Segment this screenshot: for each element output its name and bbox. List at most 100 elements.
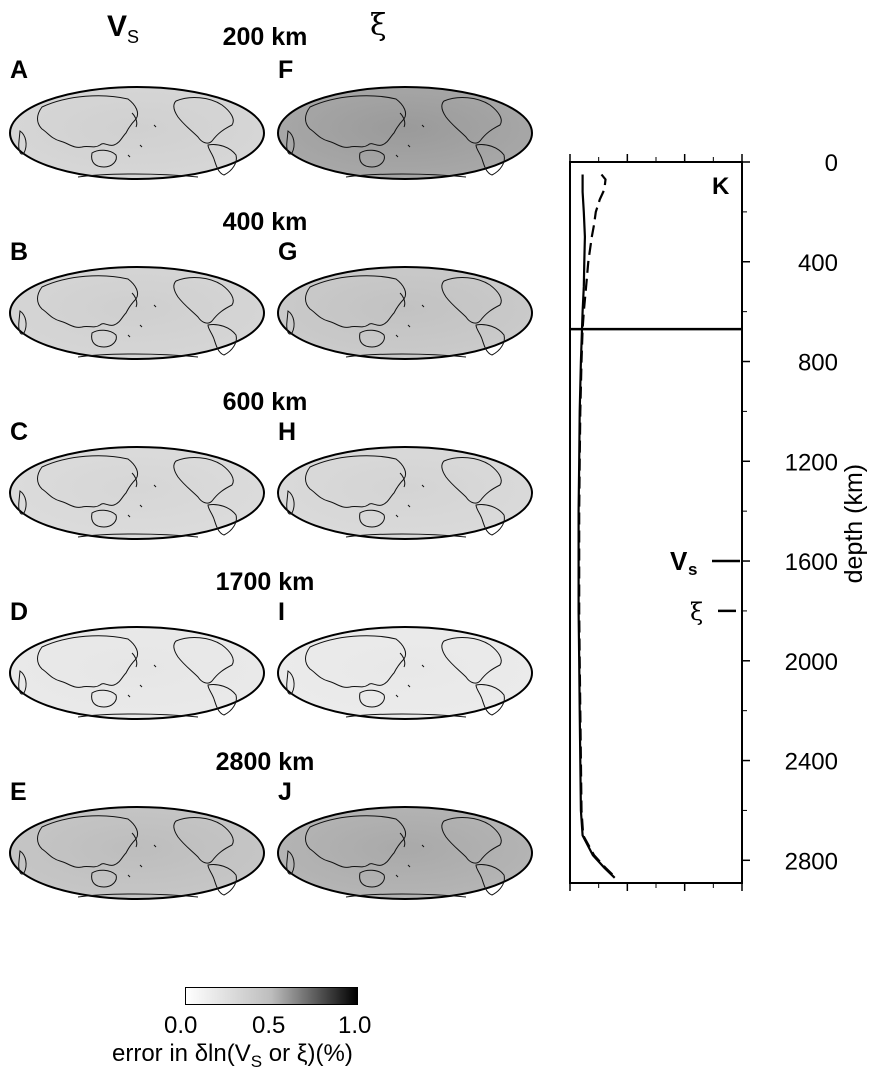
coastline-8 bbox=[395, 694, 399, 698]
coastline-3 bbox=[441, 277, 502, 324]
coastline-8 bbox=[395, 154, 399, 158]
y-tick-label-1600: 1600 bbox=[785, 549, 838, 576]
coastline-6 bbox=[131, 292, 138, 308]
coastline-1 bbox=[18, 490, 27, 515]
globe-outline bbox=[9, 446, 265, 540]
coastline-9 bbox=[153, 124, 157, 128]
coastline-5 bbox=[77, 533, 199, 538]
coastline-8 bbox=[395, 514, 399, 518]
coastline-3 bbox=[441, 637, 502, 684]
coastline-4 bbox=[475, 324, 505, 356]
coastline-7 bbox=[139, 144, 143, 148]
coastline-7 bbox=[407, 324, 411, 328]
coastline-4 bbox=[475, 504, 505, 536]
coastline-4 bbox=[207, 864, 237, 896]
globe-outline bbox=[277, 266, 533, 360]
map-C bbox=[9, 446, 265, 540]
map-E bbox=[9, 806, 265, 900]
coastline-9 bbox=[153, 484, 157, 488]
y-tick-label-2400: 2400 bbox=[785, 749, 838, 776]
coastline-0 bbox=[305, 95, 407, 148]
coastline-3 bbox=[173, 97, 234, 144]
coastline-1 bbox=[286, 310, 295, 335]
coastline-5 bbox=[345, 893, 467, 898]
coastline-5 bbox=[345, 173, 467, 178]
y-tick-label-800: 800 bbox=[798, 350, 838, 377]
legend-label-vs: V bbox=[670, 546, 688, 576]
map-D bbox=[9, 626, 265, 720]
coastline-2 bbox=[359, 149, 385, 168]
map-G bbox=[277, 266, 533, 360]
globe-outline bbox=[9, 86, 265, 180]
panel-letter-F: F bbox=[278, 56, 294, 84]
x-tick-label-3: 3 bbox=[735, 897, 748, 900]
coastline-2 bbox=[91, 509, 117, 528]
coastline-6 bbox=[131, 112, 138, 128]
coastlines bbox=[286, 635, 505, 718]
depth-title-200: 200 km bbox=[222, 23, 308, 51]
colorbar-label-start: error in δln(V bbox=[112, 1040, 251, 1067]
panel-letter-A: A bbox=[10, 56, 29, 84]
coastline-4 bbox=[207, 324, 237, 356]
coastline-0 bbox=[37, 95, 139, 148]
coastlines bbox=[286, 275, 505, 358]
colorbar-label-end: or ξ)(%) bbox=[262, 1040, 353, 1067]
coastline-7 bbox=[407, 504, 411, 508]
coastline-3 bbox=[173, 637, 234, 684]
coastline-7 bbox=[139, 684, 143, 688]
coastline-8 bbox=[395, 874, 399, 878]
coastline-9 bbox=[421, 124, 425, 128]
coastline-0 bbox=[305, 635, 407, 688]
vs-title-main: V bbox=[107, 10, 128, 43]
globe-outline bbox=[277, 626, 533, 720]
globe-outline bbox=[277, 806, 533, 900]
coastline-5 bbox=[77, 893, 199, 898]
coastline-7 bbox=[139, 324, 143, 328]
legend-label-xi: ξ bbox=[690, 598, 703, 626]
colorbar-label: error in δln(VS or ξ)(%) bbox=[112, 1040, 353, 1072]
colorbar bbox=[185, 987, 358, 1005]
panel-letter-I: I bbox=[278, 598, 285, 626]
coastline-7 bbox=[139, 864, 143, 868]
coastline-1 bbox=[286, 670, 295, 695]
coastline-2 bbox=[91, 149, 117, 168]
coastline-3 bbox=[441, 457, 502, 504]
y-tick-label-2800: 2800 bbox=[785, 848, 838, 875]
coastline-5 bbox=[77, 173, 199, 178]
coastline-0 bbox=[37, 635, 139, 688]
coastlines bbox=[286, 95, 505, 178]
coastline-8 bbox=[127, 334, 131, 338]
coastline-4 bbox=[475, 684, 505, 716]
map-B bbox=[9, 266, 265, 360]
coastline-6 bbox=[131, 832, 138, 848]
y-axis-label: depth (km) bbox=[840, 464, 868, 583]
colorbar-label-sub: S bbox=[250, 1051, 263, 1071]
coastline-6 bbox=[131, 652, 138, 668]
coastline-6 bbox=[399, 292, 406, 308]
coastline-2 bbox=[91, 869, 117, 888]
rms-error-chart: 0123040080012001600200024002800KVsξRMS o… bbox=[563, 150, 868, 900]
coastline-1 bbox=[18, 130, 27, 155]
coastline-2 bbox=[359, 869, 385, 888]
coastline-2 bbox=[91, 329, 117, 348]
coastline-3 bbox=[441, 97, 502, 144]
coastline-8 bbox=[127, 514, 131, 518]
coastline-1 bbox=[18, 850, 27, 875]
panel-letter-E: E bbox=[10, 778, 27, 806]
coastline-1 bbox=[286, 490, 295, 515]
globe-outline bbox=[9, 626, 265, 720]
coastlines bbox=[18, 275, 237, 358]
coastline-7 bbox=[407, 864, 411, 868]
depth-title-400: 400 km bbox=[222, 208, 308, 236]
vs-title-sub: S bbox=[127, 27, 140, 47]
coastline-8 bbox=[395, 334, 399, 338]
globe-outline bbox=[9, 806, 265, 900]
colorbar-tick-05: 0.5 bbox=[252, 1012, 286, 1039]
coastline-7 bbox=[407, 144, 411, 148]
panel-letter-K: K bbox=[712, 173, 730, 200]
series-line-0 bbox=[577, 174, 616, 879]
coastline-5 bbox=[77, 713, 199, 718]
coastline-8 bbox=[127, 694, 131, 698]
panel-letter-D: D bbox=[10, 598, 29, 626]
coastline-0 bbox=[305, 455, 407, 508]
